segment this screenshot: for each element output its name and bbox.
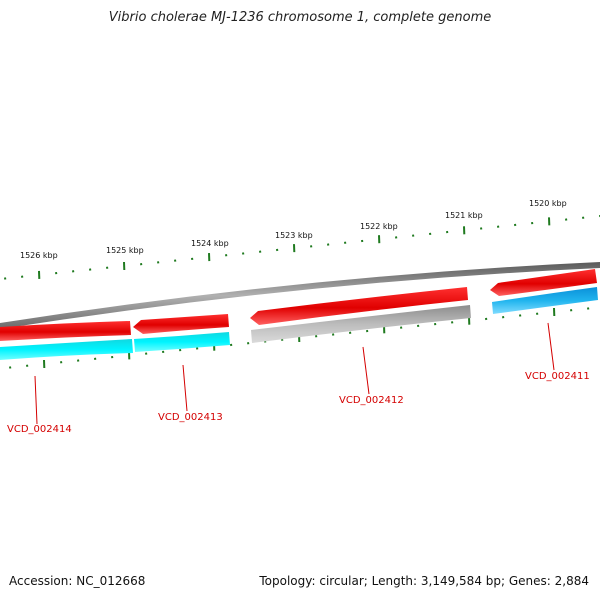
- gene-feature-track: [0, 269, 597, 341]
- gene-label-leaders: [34, 322, 555, 425]
- tick-label-1522: 1522 kbp: [360, 222, 398, 231]
- gene-label-vcd-002412[interactable]: VCD_002412: [339, 395, 404, 406]
- gene-arrow-vcd-002414[interactable]: [0, 321, 131, 341]
- cog-block-vcd-002411: [492, 287, 598, 314]
- gene-cog-track: [0, 287, 598, 360]
- tick-labels: 1526 kbp 1525 kbp 1524 kbp 1523 kbp 1522…: [20, 199, 567, 260]
- gene-arrow-vcd-002413[interactable]: [133, 314, 229, 334]
- map-title: Vibrio cholerae MJ-1236 chromosome 1, co…: [108, 10, 492, 25]
- leader-line-vcd-002412: [362, 346, 370, 395]
- tick-label-1525: 1525 kbp: [106, 246, 144, 255]
- cog-block-vcd-002412: [251, 305, 471, 343]
- genome-summary-label: Topology: circular; Length: 3,149,584 bp…: [259, 574, 589, 588]
- tick-label-1526: 1526 kbp: [20, 251, 58, 260]
- backbone-ring: [0, 262, 600, 329]
- outer-tick-marks: [4, 215, 600, 280]
- gene-label-vcd-002411[interactable]: VCD_002411: [525, 371, 590, 382]
- tick-label-1521: 1521 kbp: [445, 211, 483, 220]
- gene-label-vcd-002414[interactable]: VCD_002414: [7, 424, 72, 435]
- leader-line-vcd-002411: [547, 322, 555, 371]
- tick-label-1520: 1520 kbp: [529, 199, 567, 208]
- gene-arrow-vcd-002412[interactable]: [250, 287, 468, 325]
- tick-label-1524: 1524 kbp: [191, 239, 229, 248]
- accession-label: Accession: NC_012668: [9, 574, 146, 588]
- gene-label-vcd-002413[interactable]: VCD_002413: [158, 412, 223, 423]
- leader-line-vcd-002414: [34, 375, 38, 425]
- tick-label-1523: 1523 kbp: [275, 231, 313, 240]
- gene-labels: VCD_002414 VCD_002413 VCD_002412 VCD_002…: [7, 371, 590, 435]
- leader-line-vcd-002413: [182, 364, 188, 412]
- cog-block-vcd-002413: [134, 332, 230, 352]
- cog-block-vcd-002414: [0, 339, 133, 360]
- gene-arrow-vcd-002411[interactable]: [490, 269, 597, 296]
